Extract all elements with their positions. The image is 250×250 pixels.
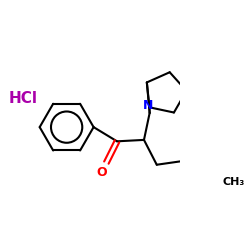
Text: O: O <box>96 166 107 179</box>
Text: HCl: HCl <box>8 91 37 106</box>
Text: CH₃: CH₃ <box>222 178 244 188</box>
Text: N: N <box>143 98 154 112</box>
